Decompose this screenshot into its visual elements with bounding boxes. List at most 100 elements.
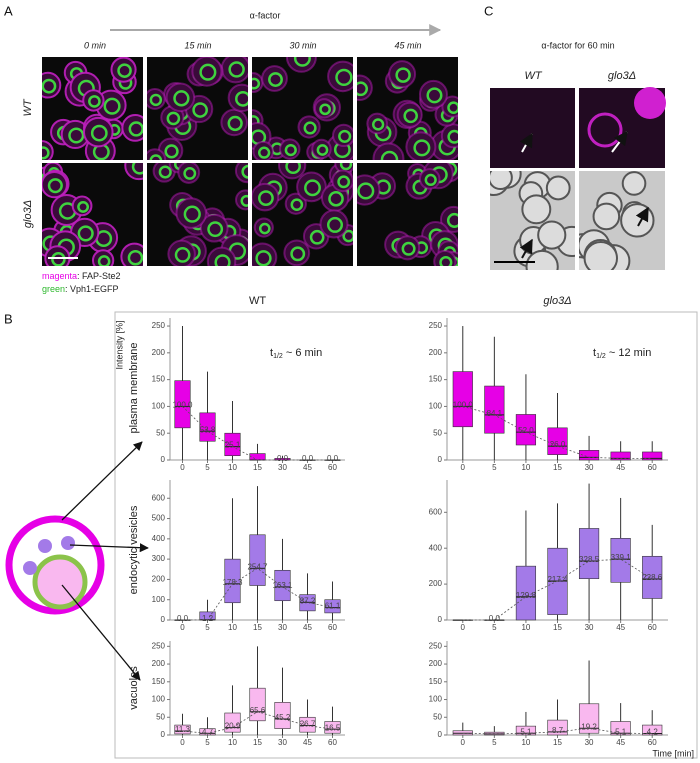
x-tick-label: 60 [648,738,657,747]
vacuole [447,101,458,114]
cell [592,202,621,231]
cell [296,171,327,203]
vacuole [338,129,352,143]
legend-entry: green: Vph1-EGFP [42,284,119,294]
box [249,687,266,722]
cell [319,209,349,239]
column-label: glo3Δ [608,70,636,82]
micrograph [357,57,458,160]
vacuole [128,121,143,137]
value-label: 20.9 [225,722,241,731]
x-tick-label: 60 [328,623,337,632]
time-label: 0 min [84,40,106,50]
arrow [519,132,533,153]
cell [620,203,655,238]
vacuole [117,63,132,78]
vacuole [328,191,344,207]
x-tick-label: 45 [616,738,625,747]
cell [206,246,237,266]
x-tick-label: 60 [328,463,337,472]
row-label: endocytic vesicles [128,505,140,594]
box [452,371,473,428]
x-tick-label: 10 [521,623,530,632]
x-tick-label: 15 [553,463,562,472]
value-label: 178.3 [222,578,243,587]
y-tick-label: 100 [152,695,166,704]
cell [120,242,143,266]
x-tick-label: 5 [492,463,497,472]
arrow [69,543,149,553]
column-title: glo3Δ [543,295,571,307]
vacuole [259,222,271,235]
y-tick-label: 50 [433,428,442,437]
cell [42,71,62,99]
cell [418,79,448,109]
arrow [61,441,143,521]
vacuole [258,190,274,207]
y-tick-label: 250 [429,641,443,650]
value-label: 1.2 [202,614,214,623]
value-label: 0.0 [177,614,189,623]
box [299,716,316,733]
vacuole [131,163,143,175]
box [274,569,291,602]
box [642,451,663,461]
cell-diagram [5,515,105,615]
vacuole [68,127,85,144]
y-tick-label: 0 [438,455,443,464]
box [249,534,266,586]
box [578,703,600,734]
cell [252,242,278,266]
value-label: 0.0 [277,454,289,463]
box [578,450,600,461]
column-label: WT [524,70,542,82]
x-tick-label: 5 [205,623,210,632]
y-tick-label: 200 [429,348,443,357]
x-tick-label: 60 [648,463,657,472]
vacuole [380,150,399,160]
time-label: 30 min [289,40,316,50]
cell [395,235,421,261]
y-tick-label: 0 [161,455,166,464]
x-tick-label: 10 [228,623,237,632]
value-label: 163.1 [272,581,293,590]
micrograph [579,171,665,270]
x-tick-label: 30 [585,623,594,632]
vacuole [192,102,208,118]
x-tick-label: 15 [553,738,562,747]
vacuole [447,129,458,144]
cell [199,213,229,243]
value-label: 4.2 [647,728,659,737]
panel-frame [114,311,698,759]
time-label: 45 min [394,40,421,50]
arrow [635,206,649,227]
median-trend [182,567,333,621]
x-tick-label: 5 [492,623,497,632]
y-tick-label: 150 [152,375,166,384]
tint [490,88,575,168]
y-tick-label: 200 [152,659,166,668]
x-tick-label: 45 [616,463,625,472]
cell [440,123,458,149]
cell [227,83,248,113]
box [515,414,537,446]
vacuole [395,67,411,83]
value-label: 26.0 [550,440,566,449]
cell [165,82,196,113]
micrograph [42,57,143,160]
vacuole [268,72,283,87]
vacuole [97,255,111,266]
vacuole [164,144,179,159]
x-tick-label: 30 [585,738,594,747]
x-tick-label: 5 [492,738,497,747]
box [610,538,631,583]
y-tick-label: 200 [429,579,443,588]
vacuole [228,61,245,78]
x-tick-label: 30 [585,463,594,472]
x-tick-label: 45 [616,623,625,632]
vacuole [309,229,325,245]
value-label: 19.2 [581,722,597,731]
annotation-part: ~ 12 min [606,347,652,359]
x-tick-label: 0 [461,738,466,747]
